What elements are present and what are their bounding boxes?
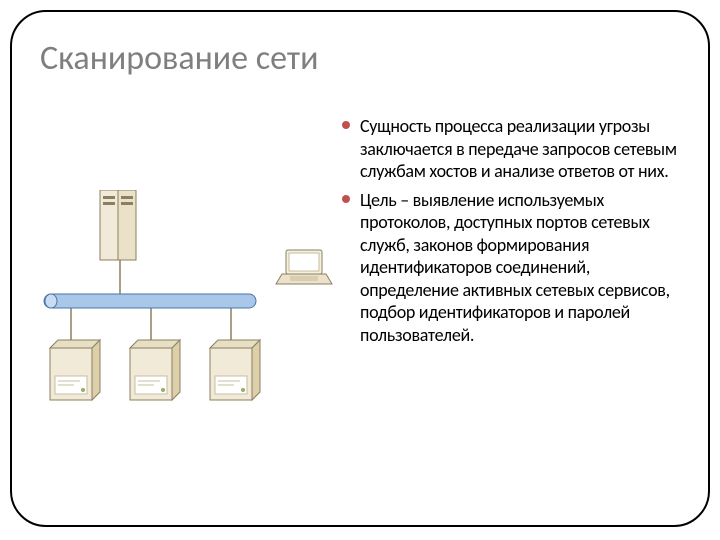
list-item: Цель – выявление используемых протоколов… (342, 189, 682, 347)
slide-title: Сканирование сети (40, 38, 318, 79)
bullet-list: Сущность процесса реализации угрозы закл… (342, 115, 682, 352)
bullet-text: Цель – выявление используемых протоколов… (360, 189, 682, 347)
host-box-icon (50, 340, 100, 400)
list-item: Сущность процесса реализации угрозы закл… (342, 115, 682, 183)
network-diagram (40, 190, 340, 420)
network-bus (44, 294, 256, 308)
server-tower-icon (100, 190, 136, 260)
host-box-icon (130, 340, 180, 400)
diagram-svg (40, 190, 340, 420)
bullet-icon (342, 115, 360, 183)
host-box-icon (210, 340, 260, 400)
bullet-icon (342, 189, 360, 347)
laptop-icon (276, 250, 332, 284)
bullet-text: Сущность процесса реализации угрозы закл… (360, 115, 682, 183)
